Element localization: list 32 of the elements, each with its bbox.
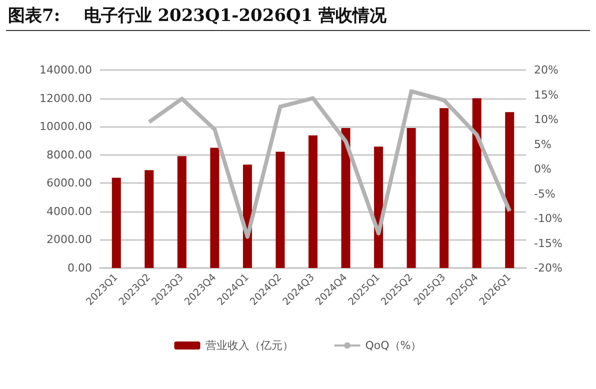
line-series [147,89,512,239]
y-tick-label: 8000.00 [46,148,92,162]
y-tick-label: 12000.00 [40,92,92,105]
y2-tick-label: -10% [534,212,562,225]
bar [210,148,220,268]
bar [276,152,285,268]
bar [505,112,514,268]
chart-title: 图表7: 电子行业 2023Q1-2026Q1 营收情况 [8,5,387,27]
bar [440,108,449,268]
y2-tick-label: -20% [534,262,562,274]
legend-label: QoQ（%） [365,339,422,352]
y2-tick-label: 10% [534,113,558,126]
bar [112,178,121,268]
y2-tick-label: 5% [534,138,552,151]
y-tick-label: 2000.00 [46,233,92,246]
y2-tick-label: 15% [534,88,558,102]
y-tick-label: 6000.00 [46,176,92,190]
bar [308,135,318,268]
y-tick-label: 0.00 [68,262,92,274]
y2-tick-label: -15% [534,236,562,250]
bar [341,128,350,268]
legend-label: 营业收入（亿元） [205,339,294,352]
bar [406,128,416,268]
bar [472,98,482,268]
y-tick-label: 4000.00 [46,204,92,218]
y2-tick-label: -5% [534,187,556,200]
y2-tick-label: 20% [534,64,558,76]
y-tick-label: 10000.00 [40,120,92,134]
y2-tick-label: 0% [534,162,552,176]
bar [144,170,154,268]
y-tick-label: 14000.00 [40,64,92,76]
bar [177,156,186,268]
